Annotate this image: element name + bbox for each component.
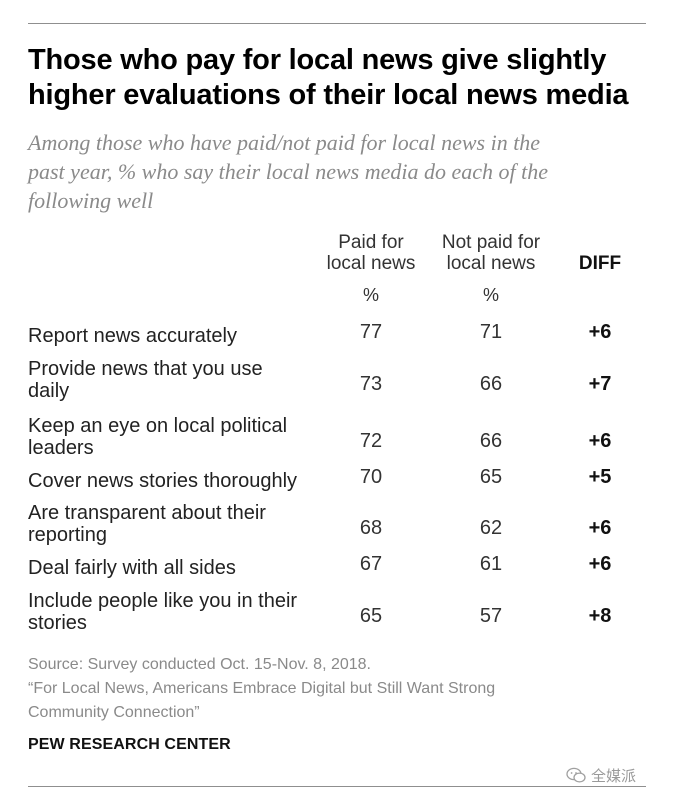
subtitle-line-1: Among those who have paid/not paid for l… (28, 130, 541, 155)
value-paid: 73 (359, 373, 383, 395)
title-line-1: Those who pay for local news give slight… (28, 44, 607, 76)
top-rule (28, 23, 646, 24)
column-header-diff: DIFF (578, 253, 622, 274)
value-not-paid: 65 (479, 466, 503, 488)
source-line-1: Source: Survey conducted Oct. 15-Nov. 8,… (28, 656, 371, 673)
column-header-paid-line-1: Paid for (338, 232, 404, 253)
row-label-line: Report news accurately (28, 325, 237, 347)
column-header-not-paid-line-2: local news (446, 253, 536, 274)
row-label-line: leaders (28, 437, 94, 459)
row-label-line: Include people like you in their (28, 590, 298, 612)
column-header-not-paid: Not paid for local news (426, 232, 556, 274)
row-label: Report news accurately (28, 325, 328, 347)
title-line-2: higher evaluations of their local news m… (28, 79, 629, 111)
value-paid: 77 (359, 321, 383, 343)
row-label: Include people like you in their stories (28, 590, 328, 634)
row-label-line: Keep an eye on local political (28, 415, 288, 437)
value-paid: 65 (359, 605, 383, 627)
column-header-paid-line-2: local news (326, 253, 416, 274)
unit-label-paid: % (362, 285, 379, 305)
bottom-rule (28, 786, 646, 787)
value-not-paid: 62 (479, 517, 503, 539)
chart-subtitle: Among those who have paid/not paid for l… (28, 128, 648, 215)
value-diff: +6 (588, 321, 612, 343)
subtitle-line-3: following well (28, 188, 154, 213)
row-label-line: Deal fairly with all sides (28, 557, 236, 579)
column-header-not-paid-line-1: Not paid for (441, 232, 541, 253)
value-not-paid: 57 (479, 605, 503, 627)
row-label-line: Provide news that you use (28, 358, 263, 380)
brand-label: PEW RESEARCH CENTER (28, 736, 231, 753)
row-label: Provide news that you use daily (28, 358, 328, 402)
value-not-paid: 61 (479, 553, 503, 575)
value-paid: 68 (359, 517, 383, 539)
value-diff: +5 (588, 466, 612, 488)
wechat-icon (566, 767, 586, 783)
value-diff: +8 (588, 605, 612, 627)
value-paid: 67 (359, 553, 383, 575)
value-not-paid: 66 (479, 430, 503, 452)
row-label-line: stories (28, 612, 87, 634)
row-label-line: Cover news stories thoroughly (28, 470, 298, 492)
row-label-line: Are transparent about their (28, 502, 266, 524)
row-label: Cover news stories thoroughly (28, 470, 328, 492)
row-label: Are transparent about their reporting (28, 502, 328, 546)
value-diff: +7 (588, 373, 612, 395)
row-label-line: reporting (28, 524, 107, 546)
row-label: Keep an eye on local political leaders (28, 415, 328, 459)
watermark: 全媒派 (566, 764, 636, 786)
watermark-text: 全媒派 (591, 767, 637, 785)
row-label: Deal fairly with all sides (28, 557, 328, 579)
value-not-paid: 71 (479, 321, 503, 343)
source-note: Source: Survey conducted Oct. 15-Nov. 8,… (28, 653, 648, 725)
value-not-paid: 66 (479, 373, 503, 395)
row-label-line: daily (28, 380, 70, 402)
subtitle-line-2: past year, % who say their local news me… (28, 159, 548, 184)
source-line-2: “For Local News, Americans Embrace Digit… (28, 680, 496, 697)
source-line-3: Community Connection” (28, 704, 200, 721)
chart-title: Those who pay for local news give slight… (28, 43, 653, 113)
unit-label-not-paid: % (482, 285, 499, 305)
value-diff: +6 (588, 430, 612, 452)
value-paid: 72 (359, 430, 383, 452)
column-header-paid: Paid for local news (316, 232, 426, 274)
value-diff: +6 (588, 517, 612, 539)
value-diff: +6 (588, 553, 612, 575)
value-paid: 70 (359, 466, 383, 488)
